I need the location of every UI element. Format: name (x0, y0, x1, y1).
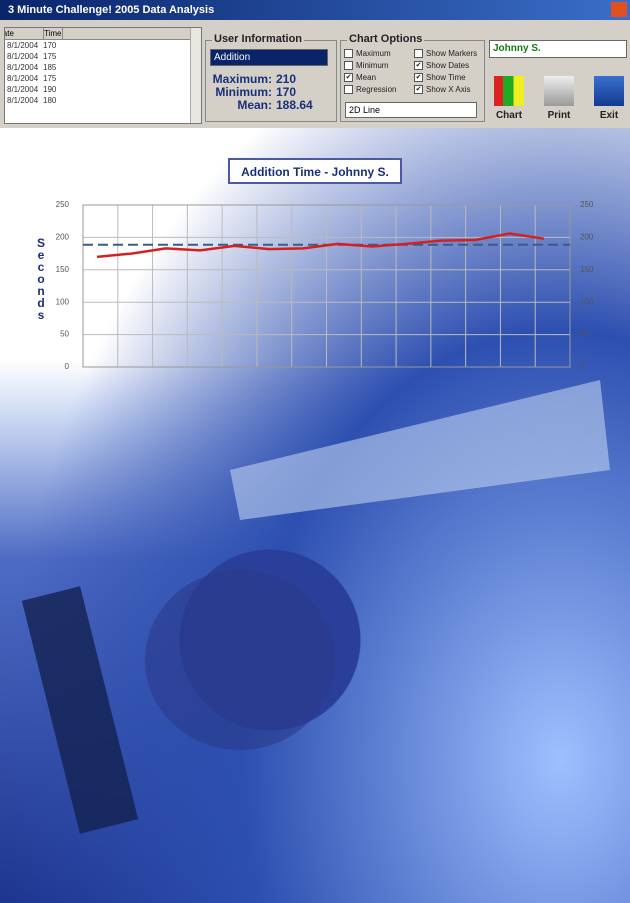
y-tick-label: 50 (60, 330, 69, 339)
y-tick-label: 100 (56, 297, 70, 306)
y2-tick-label: 50 (580, 330, 589, 339)
y2-tick-label: 250 (580, 200, 594, 209)
y-tick-label: 250 (56, 200, 70, 209)
chart: 0 0 50 50 100 100 150 150 200 200 250 250 (0, 0, 630, 903)
y2-tick-label: 100 (580, 297, 594, 306)
y2-tick-label: 0 (580, 362, 585, 371)
screen: 3 Minute Challenge! 2005 Data Analysis D… (0, 0, 630, 903)
y-tick-label: 150 (56, 265, 70, 274)
y-tick-label: 200 (56, 233, 70, 242)
y2-tick-label: 150 (580, 265, 594, 274)
y-tick-label: 0 (65, 362, 70, 371)
y2-tick-label: 200 (580, 233, 594, 242)
